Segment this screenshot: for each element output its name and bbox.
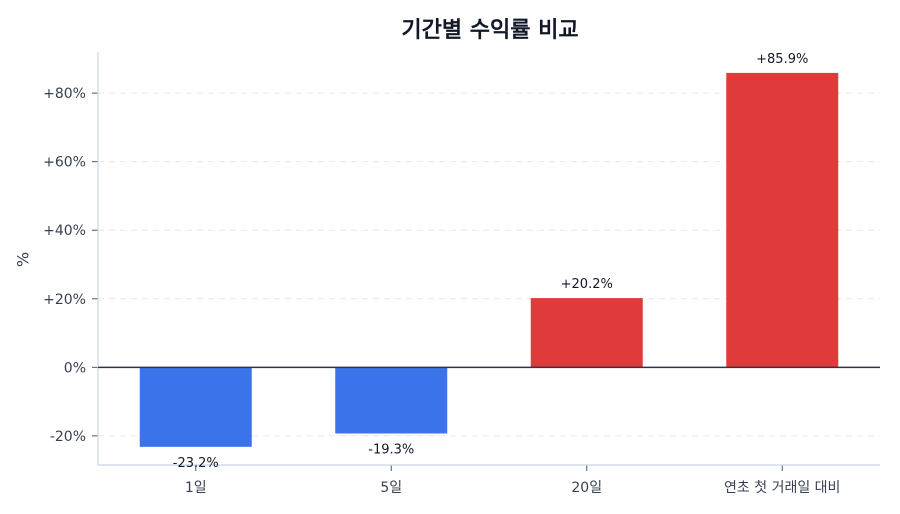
bar bbox=[139, 367, 252, 447]
x-tick-label: 1일 bbox=[185, 480, 207, 496]
y-tick-label: -20% bbox=[50, 429, 86, 445]
y-tick-label: 0% bbox=[64, 360, 86, 376]
bar bbox=[530, 298, 643, 368]
labels: -23.2% -19.3% +20.2% +85.9% bbox=[173, 52, 809, 471]
y-tick-label: +60% bbox=[43, 155, 86, 171]
chart-title: 기간별 수익률 비교 bbox=[401, 18, 579, 43]
bar-value-label: +85.9% bbox=[756, 52, 808, 67]
axes: -20% 0% +20% +40% +60% +80% 1일 5일 20일 연초 첫 거래일 대비 bbox=[43, 52, 880, 496]
x-tick-label: 5일 bbox=[380, 480, 402, 496]
bar bbox=[335, 367, 448, 434]
bar-value-label: -19.3% bbox=[368, 442, 414, 457]
y-tick-label: +80% bbox=[43, 86, 86, 102]
x-tick-label: 연초 첫 거래일 대비 bbox=[724, 480, 840, 496]
bar-value-label: -23.2% bbox=[173, 456, 219, 471]
bars bbox=[139, 72, 839, 447]
bar-value-label: +20.2% bbox=[561, 277, 613, 292]
y-tick-label: +40% bbox=[43, 223, 86, 239]
x-tick-label: 20일 bbox=[571, 480, 602, 496]
bar bbox=[726, 72, 839, 368]
y-tick-label: +20% bbox=[43, 292, 86, 308]
